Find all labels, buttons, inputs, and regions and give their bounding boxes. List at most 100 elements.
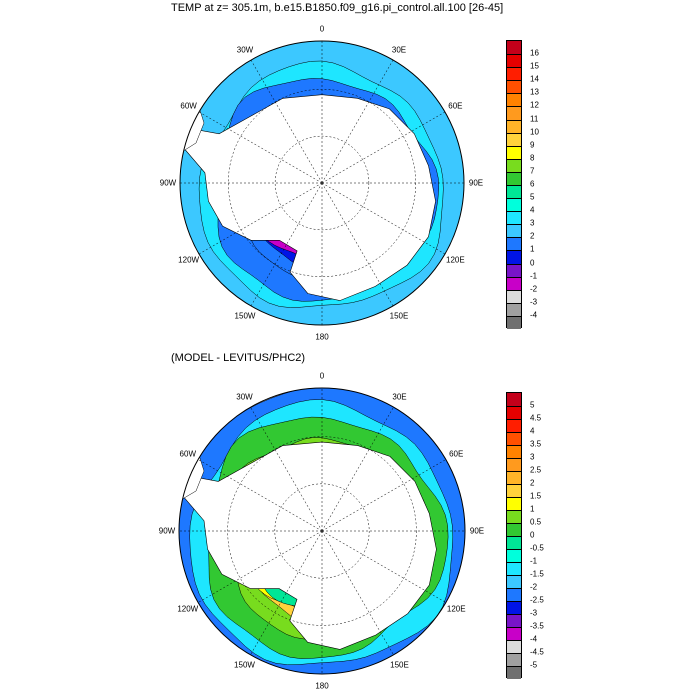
top-parallel-line [228,89,416,277]
bottom-lon-label: 90W [158,526,176,536]
bottom-colorbar-label: -1 [530,556,538,566]
top-map-border [179,40,465,326]
bottom-colorbar-label: -4.5 [530,647,544,657]
top-colorbar-label: -1 [530,271,538,281]
bottom-colorbar-label: 5 [530,400,535,410]
top-colorbar-box [507,237,521,251]
top-colorbar-box [507,211,521,225]
top-lon-label: 90W [159,178,177,188]
top-colorbar-label: 1 [530,244,535,254]
bottom-lon-label: 30W [236,392,253,402]
bottom-map-border [178,387,466,675]
bottom-colorbar-box [507,666,521,679]
bottom-lon-label: 150W [234,660,255,670]
top-colorbar-box [507,302,521,316]
bottom-colorbar-box [507,510,521,523]
top-colorbar-label: 8 [530,153,535,163]
bottom-colorbar-label: -0.5 [530,543,544,553]
top-colorbar-label: 4 [530,205,535,215]
top-colorbar-label: 3 [530,218,535,228]
bottom-colorbar-box [507,484,521,497]
bottom-colorbar-label: 0 [530,530,535,540]
bottom-colorbar-box [507,549,521,562]
top-colorbar-box [507,93,521,107]
top-parallel-line [274,135,370,231]
bottom-colorbar-box [507,562,521,575]
top-colorbar-box [507,132,521,146]
bottom-colorbar-box [507,419,521,432]
top-colorbar-box [507,67,521,81]
top-colorbar-box [507,185,521,199]
top-colorbar-label: 9 [530,140,535,150]
bottom-colorbar-label: 2.5 [530,465,542,475]
bottom-colorbar-label: 4 [530,426,535,436]
bottom-colorbar-label: -1.5 [530,569,544,579]
top-colorbar-label: 5 [530,192,535,202]
bottom-colorbar-box [507,653,521,666]
top-colorbar-box [507,171,521,185]
top-colorbar-box [507,263,521,277]
bottom-colorbar-label: 3 [530,452,535,462]
top-colorbar-box [507,250,521,264]
top-colorbar-label: 12 [530,100,539,110]
bottom-lon-label: 0 [319,371,325,381]
top-lon-label: 150E [389,311,409,321]
top-colorbar-label: 0 [530,258,535,268]
top-colorbar-box [507,158,521,172]
top-colorbar-box [507,224,521,238]
bottom-colorbar-label: 4.5 [530,413,542,423]
top-colorbar-label: -2 [530,284,538,294]
bottom-lon-label: 90E [469,526,485,536]
bottom-colorbar-box [507,445,521,458]
top-colorbar-box [507,119,521,133]
top-colorbar-label: 15 [530,61,539,71]
bottom-colorbar-label: -4 [530,634,538,644]
bottom-colorbar-box [507,458,521,471]
bottom-colorbar-label: 0.5 [530,517,542,527]
top-lon-label: 120E [446,255,465,265]
top-colorbar-label: 2 [530,231,535,241]
bottom-lon-label: 60W [179,449,196,458]
bottom-colorbar-label: -2.5 [530,595,544,605]
top-lon-label: 0 [319,24,325,34]
bottom-colorbar-box [507,575,521,588]
top-colorbar-box [507,315,521,329]
top-colorbar-box [507,289,521,303]
bottom-lon-label: 120E [446,604,466,613]
bottom-colorbar-box [507,640,521,653]
top-colorbar-box [507,54,521,68]
bottom-colorbar-box [507,406,521,419]
top-colorbar-box [507,41,521,55]
bottom-colorbar-box [507,614,521,627]
top-map-field [180,41,464,325]
bottom-colorbar [506,392,522,679]
top-colorbar-label: 6 [530,179,535,189]
top-colorbar-label: 16 [530,48,539,58]
top-panel-title: TEMP at z= 305.1m, b.e15.B1850.f09_g16.p… [171,2,504,14]
bottom-colorbar-label: 1.5 [530,491,542,501]
bottom-lon-label: 180 [315,681,329,691]
top-colorbar-label: 10 [530,127,539,137]
bottom-colorbar-label: -3.5 [530,621,544,631]
top-colorbar [506,40,522,329]
bottom-lon-label: 150E [390,660,409,670]
bottom-antarctica-land [179,441,437,650]
top-colorbar-label: 13 [530,87,539,97]
top-lon-label: 60W [180,101,197,111]
bottom-lon-label: 60E [449,449,464,458]
bottom-colorbar-label: -3 [530,608,538,618]
top-colorbar-label: -4 [530,310,538,320]
top-colorbar-label: -3 [530,297,538,307]
bottom-map-field [179,388,465,674]
bottom-colorbar-box [507,393,521,406]
bottom-colorbar-label: -2 [530,582,538,592]
bottom-colorbar-label: 3.5 [530,439,542,449]
bottom-parallel-line [227,436,417,626]
top-lon-label: 30W [236,45,254,55]
top-colorbar-label: 14 [530,74,539,84]
bottom-colorbar-box [507,536,521,549]
bottom-colorbar-box [507,497,521,510]
bottom-colorbar-label: 2 [530,478,535,488]
bottom-lon-label: 120W [177,604,199,613]
top-lon-label: 60E [448,101,463,111]
